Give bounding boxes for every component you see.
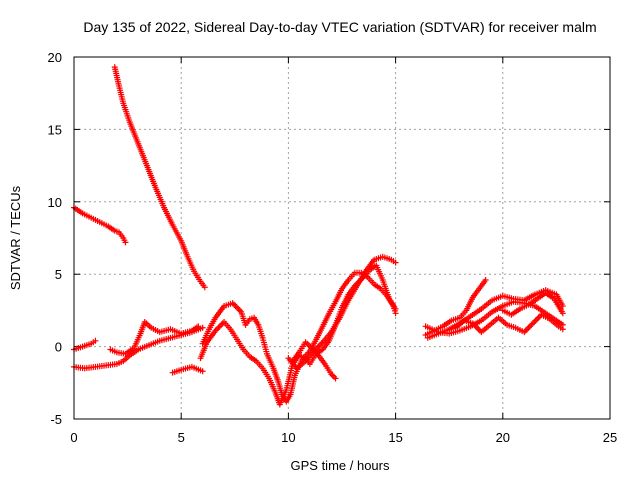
data-point [534, 316, 541, 323]
series-track-15 [499, 290, 566, 318]
x-tick-label: 15 [388, 430, 402, 445]
series-track-8 [197, 262, 399, 408]
y-tick-label: 20 [48, 50, 62, 65]
data-point [392, 305, 399, 312]
data-point [201, 284, 208, 291]
data-point [329, 372, 336, 379]
x-tick-label: 20 [496, 430, 510, 445]
data-point [392, 259, 399, 266]
series-track-14 [452, 311, 566, 336]
series-track-9 [285, 253, 399, 372]
y-tick-label: 15 [48, 122, 62, 137]
data-point [532, 317, 539, 324]
plot-frame [73, 56, 611, 420]
x-tick-label: 0 [70, 430, 77, 445]
data-point [199, 368, 206, 375]
series-track-1 [71, 204, 129, 246]
y-tick-label: 0 [55, 340, 62, 355]
series-track-10 [289, 339, 339, 382]
x-tick-label: 25 [603, 430, 617, 445]
series-track-5 [107, 318, 202, 357]
data-point [526, 323, 533, 330]
data-point [92, 337, 99, 344]
series-track-4 [71, 324, 206, 372]
y-tick-label: -5 [50, 412, 62, 427]
data-point [482, 276, 489, 283]
series-track-2 [111, 64, 208, 291]
x-tick-label: 5 [178, 430, 185, 445]
axis-ticks: 0 5 10 15 20 25 -5 0 5 10 15 20 [48, 50, 618, 445]
series-track-13 [424, 287, 566, 341]
data-point [235, 305, 242, 312]
data-point [332, 375, 339, 382]
x-axis-label: GPS time / hours [291, 458, 390, 473]
data-point [522, 327, 529, 334]
series-track-3 [71, 337, 99, 353]
data-point [122, 239, 129, 246]
y-tick-label: 5 [55, 267, 62, 282]
y-tick-label: 10 [48, 195, 62, 210]
data-point [195, 323, 202, 330]
series-track-6 [169, 363, 206, 376]
data-point [215, 324, 222, 331]
data-point [331, 374, 338, 381]
data-point [559, 310, 566, 317]
data-point [199, 324, 206, 331]
data-point [525, 324, 532, 331]
data-point [531, 318, 538, 325]
data-point [218, 321, 225, 328]
data-point [529, 320, 536, 327]
x-tick-label: 10 [281, 430, 295, 445]
grid [74, 57, 610, 419]
data-point [475, 326, 482, 333]
chart-title: Day 135 of 2022, Sidereal Day-to-day VTE… [83, 19, 596, 35]
data-point [528, 321, 535, 328]
data-point [559, 326, 566, 333]
y-axis-label: SDTVAR / TECUs [8, 185, 23, 290]
series-track-7 [199, 269, 399, 405]
data-point [216, 323, 223, 330]
data-point [233, 304, 240, 311]
data-marks [71, 64, 566, 408]
data-point [231, 301, 238, 308]
